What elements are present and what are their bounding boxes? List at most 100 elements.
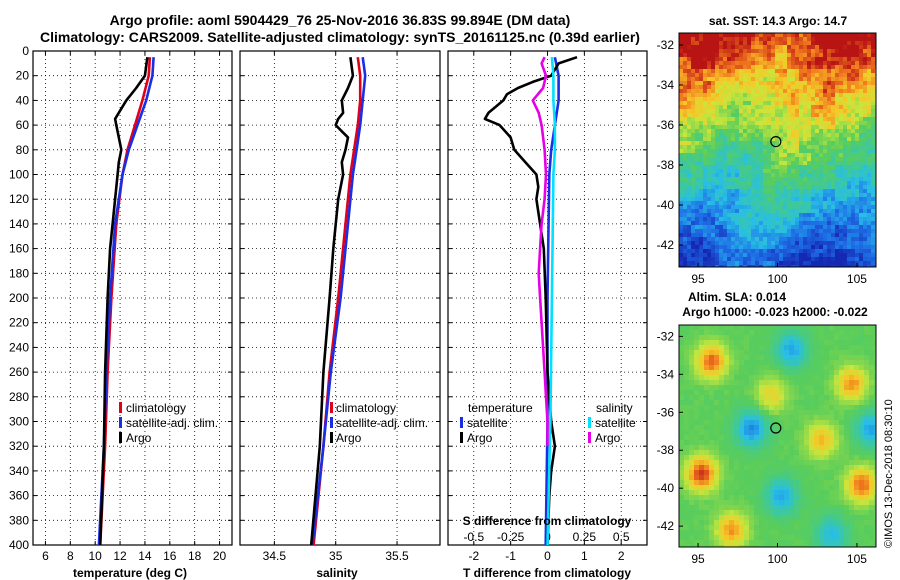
heatmap-cell <box>729 380 735 386</box>
heatmap-cell <box>795 61 800 66</box>
heatmap-cell <box>835 213 840 218</box>
heatmap-cell <box>829 520 835 526</box>
heatmap-cell <box>871 33 876 38</box>
heatmap-cell <box>844 430 850 436</box>
heatmap-cell <box>824 390 830 396</box>
heatmap-cell <box>719 515 725 521</box>
heatmap-cell <box>771 205 776 210</box>
heatmap-cell <box>815 109 820 114</box>
heatmap-cell <box>724 340 730 346</box>
heatmap-cell <box>799 197 804 202</box>
heatmap-cell <box>799 490 805 496</box>
heatmap-cell <box>731 137 736 142</box>
heatmap-cell <box>747 133 752 138</box>
heatmap-cell <box>759 57 764 62</box>
heatmap-cell <box>799 65 804 70</box>
heatmap-cell <box>783 45 788 50</box>
heatmap-cell <box>739 189 744 194</box>
heatmap-cell <box>703 233 708 238</box>
heatmap-cell <box>744 480 750 486</box>
heatmap-cell <box>759 53 764 58</box>
heatmap-cell <box>714 325 720 331</box>
heatmap-cell <box>795 261 800 266</box>
heatmap-cell <box>714 520 720 526</box>
heatmap-cell <box>803 201 808 206</box>
heatmap-cell <box>815 85 820 90</box>
heatmap-cell <box>871 181 876 186</box>
heatmap-cell <box>839 261 844 266</box>
heatmap-cell <box>719 73 724 78</box>
heatmap-cell <box>819 365 825 371</box>
heatmap-cell <box>871 265 876 267</box>
series-line-argo <box>309 57 355 546</box>
heatmap-cell <box>869 480 875 486</box>
heatmap-cell <box>849 480 855 486</box>
heatmap-cell <box>707 145 712 150</box>
heatmap-cell <box>799 265 804 267</box>
heatmap-cell <box>755 237 760 242</box>
heatmap-cell <box>715 97 720 102</box>
heatmap-cell <box>739 400 745 406</box>
heatmap-cell <box>679 510 685 516</box>
heatmap-cell <box>863 261 868 266</box>
heatmap-cell <box>751 193 756 198</box>
heatmap-cell <box>799 85 804 90</box>
heatmap-cell <box>689 435 695 441</box>
heatmap-cell <box>789 435 795 441</box>
heatmap-cell <box>839 330 845 336</box>
heatmap-cell <box>799 365 805 371</box>
heatmap-cell <box>751 41 756 46</box>
heatmap-cell <box>707 65 712 70</box>
heatmap-cell <box>854 400 860 406</box>
heatmap-cell <box>683 105 688 110</box>
lon-tick-label: 105 <box>847 272 867 286</box>
heatmap-cell <box>803 173 808 178</box>
heatmap-cell <box>734 340 740 346</box>
heatmap-cell <box>809 430 815 436</box>
heatmap-cell <box>694 355 700 361</box>
heatmap-cell <box>791 245 796 250</box>
heatmap-cell <box>751 73 756 78</box>
heatmap-cell <box>687 217 692 222</box>
heatmap-cell <box>687 261 692 266</box>
heatmap-cell <box>684 460 690 466</box>
depth-tick-label: 240 <box>9 340 29 354</box>
heatmap-cell <box>775 173 780 178</box>
heatmap-cell <box>747 249 752 254</box>
heatmap-cell <box>755 121 760 126</box>
heatmap-cell <box>694 390 700 396</box>
heatmap-cell <box>771 113 776 118</box>
heatmap-cell <box>843 73 848 78</box>
heatmap-cell <box>731 173 736 178</box>
heatmap-cell <box>743 229 748 234</box>
heatmap-cell <box>803 213 808 218</box>
heatmap-cell <box>739 125 744 130</box>
heatmap-cell <box>683 153 688 158</box>
heatmap-cell <box>691 69 696 74</box>
heatmap-cell <box>804 330 810 336</box>
heatmap-cell <box>807 65 812 70</box>
heatmap-cell <box>789 505 795 511</box>
heatmap-cell <box>827 221 832 226</box>
heatmap-cell <box>783 61 788 66</box>
heatmap-cell <box>775 137 780 142</box>
heatmap-cell <box>731 93 736 98</box>
heatmap-cell <box>847 253 852 258</box>
heatmap-cell <box>683 197 688 202</box>
heatmap-cell <box>819 261 824 266</box>
heatmap-cell <box>724 470 730 476</box>
heatmap-cell <box>823 217 828 222</box>
heatmap-cell <box>759 149 764 154</box>
heatmap-cell <box>867 189 872 194</box>
heatmap-cell <box>815 65 820 70</box>
heatmap-cell <box>799 470 805 476</box>
heatmap-cell <box>851 221 856 226</box>
heatmap-cell <box>707 205 712 210</box>
heatmap-cell <box>755 233 760 238</box>
heatmap-cell <box>855 149 860 154</box>
heatmap-cell <box>683 121 688 126</box>
heatmap-cell <box>691 173 696 178</box>
heatmap-cell <box>849 365 855 371</box>
heatmap-cell <box>707 189 712 194</box>
heatmap-cell <box>714 530 720 536</box>
